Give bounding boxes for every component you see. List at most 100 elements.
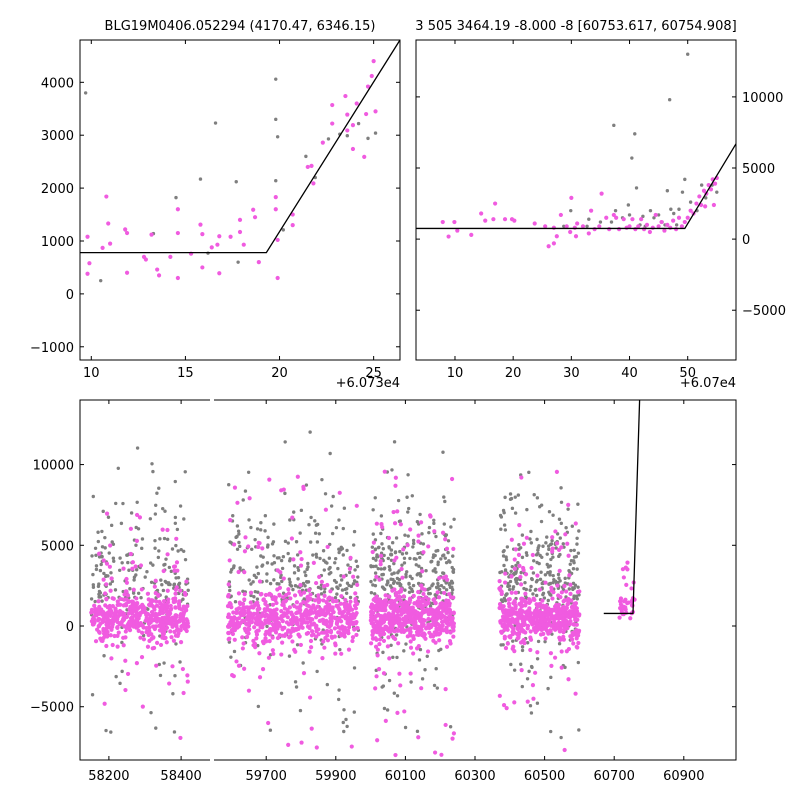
bottom-point-gray	[381, 547, 386, 551]
bottom-point-pink	[626, 600, 631, 605]
top-left-point-gray	[83, 91, 88, 95]
bottom-point-gray	[145, 570, 149, 574]
bottom-point-gray	[336, 697, 341, 702]
bottom-point-gray	[237, 532, 241, 536]
top-left-point-pink	[330, 102, 335, 108]
bottom-point-pink	[557, 607, 563, 612]
bottom-point-pink	[386, 535, 392, 541]
bottom-point-gray	[150, 462, 154, 466]
bottom-point-gray	[266, 543, 270, 547]
bottom-point-gray	[394, 633, 399, 637]
bottom-point-pink	[426, 616, 431, 622]
bottom-point-pink	[416, 644, 421, 649]
bottom-point-pink	[416, 735, 421, 740]
bottom-point-gray	[432, 518, 436, 522]
bottom-point-pink	[323, 621, 328, 626]
bottom-point-pink	[174, 624, 179, 629]
bottom-point-pink	[154, 663, 159, 668]
bottom-point-gray	[328, 565, 332, 570]
bottom-point-pink	[397, 671, 402, 676]
bottom-point-gray	[447, 559, 451, 563]
bottom-point-gray	[296, 568, 301, 572]
top-left-point-pink	[354, 101, 359, 106]
top-right-point-gray	[699, 183, 704, 187]
bottom-point-gray	[279, 691, 284, 696]
bottom-point-gray	[559, 735, 563, 740]
top-left-point-pink	[273, 207, 278, 212]
top-right-point-pink	[703, 204, 708, 209]
bottom-point-gray	[529, 584, 533, 589]
bottom-point-gray	[504, 555, 508, 559]
bottom-point-gray	[538, 577, 543, 582]
bottom-point-gray	[339, 578, 344, 582]
bottom-point-pink	[173, 591, 178, 596]
bottom-point-gray	[407, 581, 411, 586]
bottom-point-pink	[329, 620, 334, 625]
top-right-point-pink	[679, 224, 684, 229]
bottom-point-pink	[242, 597, 247, 602]
bottom-point-pink	[121, 635, 126, 640]
bottom-point-pink	[620, 567, 626, 572]
bottom-point-gray	[328, 451, 332, 456]
bottom-point-pink	[341, 574, 346, 579]
bottom-point-pink	[374, 574, 379, 579]
bottom-point-gray	[418, 512, 422, 517]
bottom-point-pink	[145, 644, 151, 649]
bottom-point-pink	[284, 611, 289, 616]
top-right-point-gray	[669, 207, 673, 211]
bottom-point-pink	[518, 640, 524, 645]
top-left-point-pink	[320, 140, 325, 145]
bottom-point-gray	[136, 527, 141, 531]
bottom-point-pink	[569, 609, 574, 614]
bottom-point-pink	[508, 608, 513, 613]
bottom-point-pink	[426, 544, 431, 549]
bottom-point-pink	[156, 593, 161, 598]
bottom-point-pink	[279, 609, 284, 614]
bottom-point-gray	[252, 595, 256, 599]
bottom-point-gray	[172, 730, 177, 734]
bottom-point-pink	[158, 642, 164, 648]
bottom-point-gray	[235, 534, 239, 539]
bottom-point-gray	[544, 541, 548, 545]
bottom-point-gray	[434, 534, 438, 539]
bottom-point-gray	[89, 597, 94, 601]
top-left-point-gray	[99, 278, 103, 283]
top-left-point-pink	[228, 234, 233, 239]
bottom-point-gray	[178, 660, 182, 664]
bottom-point-pink	[408, 639, 413, 644]
bottom-point-pink	[562, 583, 567, 589]
bottom-point-pink	[281, 603, 286, 608]
bottom-point-gray	[158, 537, 162, 541]
bottom-point-pink	[523, 591, 528, 596]
bottom-point-gray	[255, 565, 259, 569]
top-right-point-pink	[568, 229, 573, 235]
bottom-point-pink	[447, 614, 452, 619]
bottom-point-pink	[402, 617, 408, 622]
bottom-point-pink	[288, 630, 293, 635]
bottom-point-gray	[178, 504, 183, 508]
bottom-point-gray	[265, 624, 269, 629]
bottom-point-gray	[375, 555, 379, 559]
bottom-point-pink	[170, 664, 175, 669]
bottom-point-gray	[558, 536, 562, 540]
bottom-point-pink	[515, 636, 520, 641]
bottom-point-gray	[396, 498, 401, 503]
bottom-point-pink	[355, 582, 360, 587]
bottom-point-gray	[136, 591, 141, 595]
bottom-point-pink	[343, 605, 348, 611]
bottom-point-pink	[422, 599, 427, 604]
bottom-point-pink	[226, 637, 231, 642]
bottom-point-pink	[241, 641, 246, 646]
bottom-point-pink	[305, 616, 310, 621]
bottom-point-pink	[294, 605, 300, 610]
bottom-point-pink	[288, 596, 293, 601]
bottom-point-pink	[108, 543, 113, 548]
bottom-point-pink	[301, 671, 307, 676]
bottom-point-pink	[324, 628, 330, 634]
bottom-point-gray	[420, 532, 424, 536]
bottom-point-pink	[566, 601, 571, 606]
bottom-point-gray	[247, 518, 251, 522]
bottom-point-pink	[95, 627, 100, 632]
bottom-point-gray	[548, 592, 552, 596]
bottom-point-pink	[374, 619, 379, 624]
